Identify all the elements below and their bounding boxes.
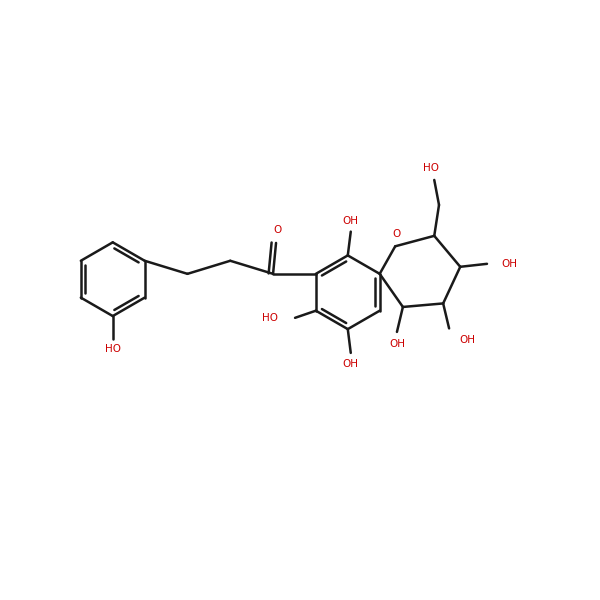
- Text: OH: OH: [460, 335, 476, 345]
- Text: O: O: [273, 225, 281, 235]
- Text: OH: OH: [502, 259, 518, 269]
- Text: HO: HO: [262, 313, 278, 323]
- Text: OH: OH: [343, 216, 359, 226]
- Text: HO: HO: [105, 344, 121, 355]
- Text: O: O: [392, 229, 401, 239]
- Text: OH: OH: [389, 339, 405, 349]
- Text: HO: HO: [423, 163, 439, 173]
- Text: OH: OH: [343, 359, 359, 368]
